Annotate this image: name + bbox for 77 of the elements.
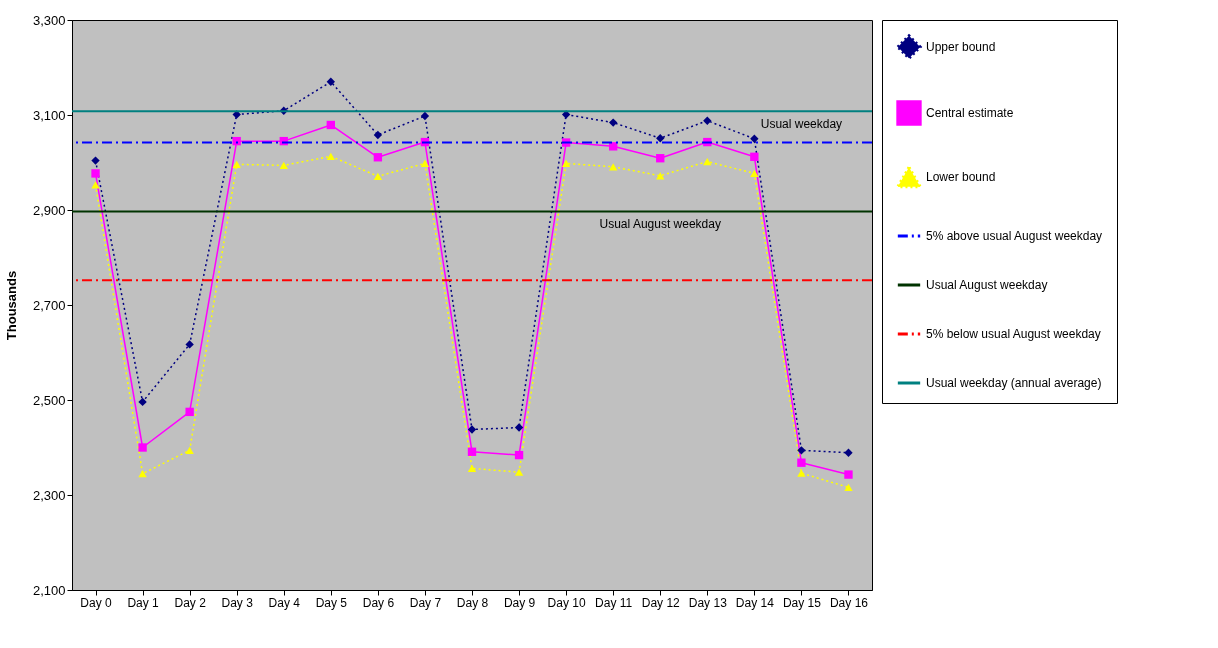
point [91,181,100,189]
point [138,470,147,478]
x-tick-label: Day 11 [595,595,633,610]
y-tick-label: 2,500 [32,392,66,408]
point [467,464,477,473]
point [326,152,336,160]
point [656,134,665,143]
point [797,469,806,477]
point [467,425,477,434]
point [656,154,665,163]
x-tick-label: Day 13 [688,595,728,610]
point [373,172,383,180]
point [91,169,100,178]
x-tick-label: Day 6 [362,595,395,610]
x-tick-label: Day 14 [735,595,775,610]
y-tick-label: 3,100 [32,107,66,123]
point [844,483,853,492]
y-tick-label: 2,900 [32,202,66,218]
legend-label: Upper bound [926,40,996,54]
x-tick-label: Day 12 [641,595,681,610]
legend-label: 5% below usual August weekday [926,327,1101,341]
point [797,458,806,467]
point [797,446,806,455]
x-tick-label: Day 5 [315,595,348,610]
point [326,120,336,130]
point [703,116,712,125]
legend-label: Lower bound [926,170,996,184]
point [608,142,618,151]
point [138,397,147,407]
point [279,161,288,169]
annotation: Usual weekday [760,117,843,132]
x-tick-label: Day 7 [409,595,442,610]
annotation: Usual August weekday [599,217,721,232]
legend-label: Usual August weekday [926,278,1048,292]
x-tick-label: Day 9 [503,595,536,610]
point [750,152,759,161]
y-tick-label: 2,100 [32,582,66,598]
point [185,407,194,417]
x-tick-label: Day 15 [782,595,822,610]
point [420,111,430,121]
point [656,172,665,180]
x-tick-label: Day 4 [268,595,301,610]
legend-label: Central estimate [926,106,1014,120]
point [185,446,194,454]
legend-label: Usual weekday (annual average) [926,376,1102,390]
point [750,169,759,178]
point [608,118,618,127]
x-tick-label: Day 0 [80,595,113,610]
y-tick-label: 3,300 [32,12,66,28]
point [467,447,477,456]
point [91,156,100,165]
point [373,130,383,140]
point [232,160,241,169]
point [185,340,194,349]
point [514,450,524,460]
point [608,163,618,171]
point [561,159,571,168]
y-axis-title: Thousands [3,270,19,341]
x-tick-label: Day 2 [174,595,207,610]
point [514,423,524,432]
x-tick-label: Day 16 [829,595,869,610]
y-tick-label: 2,700 [32,297,66,313]
legend-label: 5% above usual August weekday [926,229,1103,243]
x-tick-label: Day 8 [456,595,489,610]
point [844,448,853,457]
point [138,443,147,452]
y-tick-label: 2,300 [32,487,66,503]
point [703,157,712,166]
x-tick-label: Day 3 [221,595,254,610]
point [420,159,430,168]
point [326,77,336,86]
x-tick-label: Day 1 [127,595,160,610]
point [373,153,383,162]
point [844,470,853,479]
x-tick-label: Day 10 [547,595,586,610]
point [750,134,759,143]
point [514,468,524,476]
